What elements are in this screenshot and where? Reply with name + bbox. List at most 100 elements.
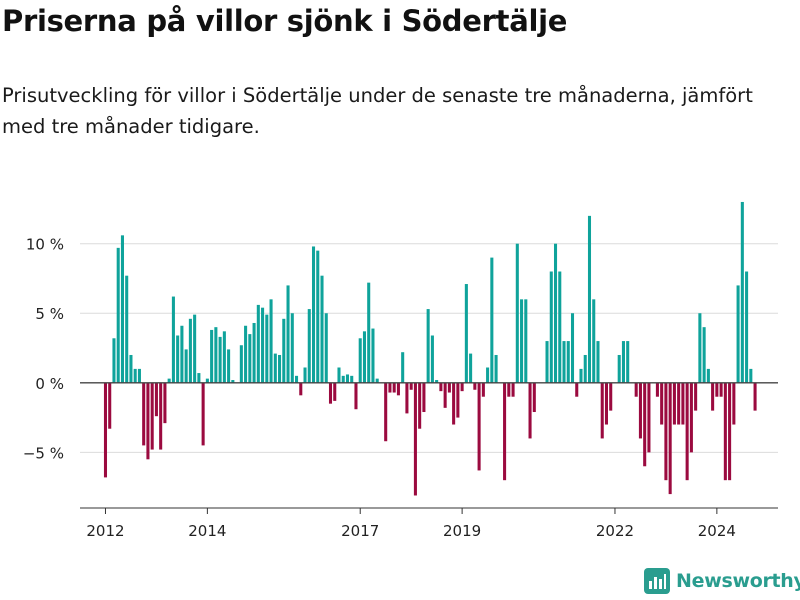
bar xyxy=(609,382,613,411)
bar xyxy=(303,367,307,383)
bar xyxy=(146,382,150,460)
bar xyxy=(706,368,710,383)
bar xyxy=(367,282,371,383)
bar xyxy=(265,314,269,383)
bar xyxy=(197,373,201,383)
brand-logo[interactable]: Newsworthy xyxy=(644,568,800,594)
bar xyxy=(142,382,146,446)
bar xyxy=(299,382,303,396)
y-tick-label: 0 % xyxy=(35,375,64,393)
bar xyxy=(668,382,672,495)
bar xyxy=(587,215,592,383)
bar xyxy=(333,382,337,401)
bar xyxy=(392,382,396,393)
bar xyxy=(558,271,562,383)
bar xyxy=(702,327,706,383)
brand-name: Newsworthy xyxy=(676,570,800,592)
bar xyxy=(677,382,681,425)
bar xyxy=(388,382,392,393)
bar xyxy=(439,382,443,392)
bar xyxy=(201,382,205,446)
bar xyxy=(490,257,494,383)
bar xyxy=(273,353,277,383)
bar xyxy=(409,382,413,390)
bar xyxy=(647,382,651,453)
bar xyxy=(638,382,642,439)
bar xyxy=(350,375,354,383)
bar xyxy=(252,322,256,383)
bar xyxy=(180,325,184,383)
bar xyxy=(184,349,188,383)
bars xyxy=(103,201,757,496)
bar xyxy=(137,368,141,383)
bar xyxy=(481,382,485,397)
bar xyxy=(205,378,209,383)
bar xyxy=(655,382,659,397)
bar xyxy=(562,341,566,383)
x-tick-label: 2012 xyxy=(86,522,124,540)
bar xyxy=(163,382,167,424)
bar xyxy=(269,299,273,383)
bar xyxy=(324,313,328,383)
bar xyxy=(307,309,311,383)
bar xyxy=(413,382,417,496)
bar xyxy=(362,331,366,383)
bar xyxy=(524,299,528,383)
bar xyxy=(469,353,473,383)
y-tick-label: −5 % xyxy=(23,444,64,462)
bar xyxy=(583,354,587,383)
bar xyxy=(133,368,137,383)
bar xyxy=(125,275,129,383)
bar xyxy=(575,382,579,397)
bar xyxy=(430,335,434,383)
bar xyxy=(345,374,350,383)
bar xyxy=(566,341,570,383)
bar xyxy=(278,354,282,383)
bar xyxy=(570,313,575,383)
bar xyxy=(520,299,524,383)
bar xyxy=(723,382,727,481)
bar xyxy=(545,341,549,383)
bar-chart-logo-icon xyxy=(644,568,670,594)
bar xyxy=(553,243,558,383)
bar xyxy=(341,375,345,383)
bar xyxy=(634,382,638,397)
bar xyxy=(626,341,630,383)
bar xyxy=(316,250,320,383)
page-subtitle: Prisutveckling för villor i Södertälje u… xyxy=(2,84,753,138)
bar xyxy=(486,367,490,383)
bar xyxy=(354,382,358,410)
bar xyxy=(418,382,422,429)
bar xyxy=(311,246,316,383)
bar xyxy=(579,368,583,383)
bar xyxy=(167,378,171,383)
x-tick-label: 2017 xyxy=(341,522,379,540)
bar xyxy=(732,382,736,425)
bar xyxy=(711,382,715,411)
bar xyxy=(477,382,481,471)
bar xyxy=(150,382,154,450)
bar xyxy=(159,382,163,450)
latest-value-label: −2 % xyxy=(769,0,800,4)
bar xyxy=(672,382,676,425)
bar xyxy=(103,382,108,478)
bar xyxy=(681,382,685,425)
bar xyxy=(749,368,753,383)
bar xyxy=(617,354,621,383)
bar xyxy=(689,382,693,453)
x-tick-label: 2014 xyxy=(188,522,226,540)
labels: 10 % 5 % 0 % −5 % 2012 2014 2017 2019 2022 2024 −2… xyxy=(23,0,800,540)
bar xyxy=(596,341,600,383)
bar xyxy=(464,284,468,383)
bar xyxy=(753,382,757,411)
bar xyxy=(660,382,664,425)
bar xyxy=(256,304,260,383)
bar xyxy=(745,271,749,383)
bar xyxy=(295,375,299,383)
bar xyxy=(532,382,536,413)
bar xyxy=(120,235,124,383)
bar xyxy=(218,336,222,383)
bar xyxy=(154,382,158,417)
x-tick-label: 2022 xyxy=(596,522,634,540)
